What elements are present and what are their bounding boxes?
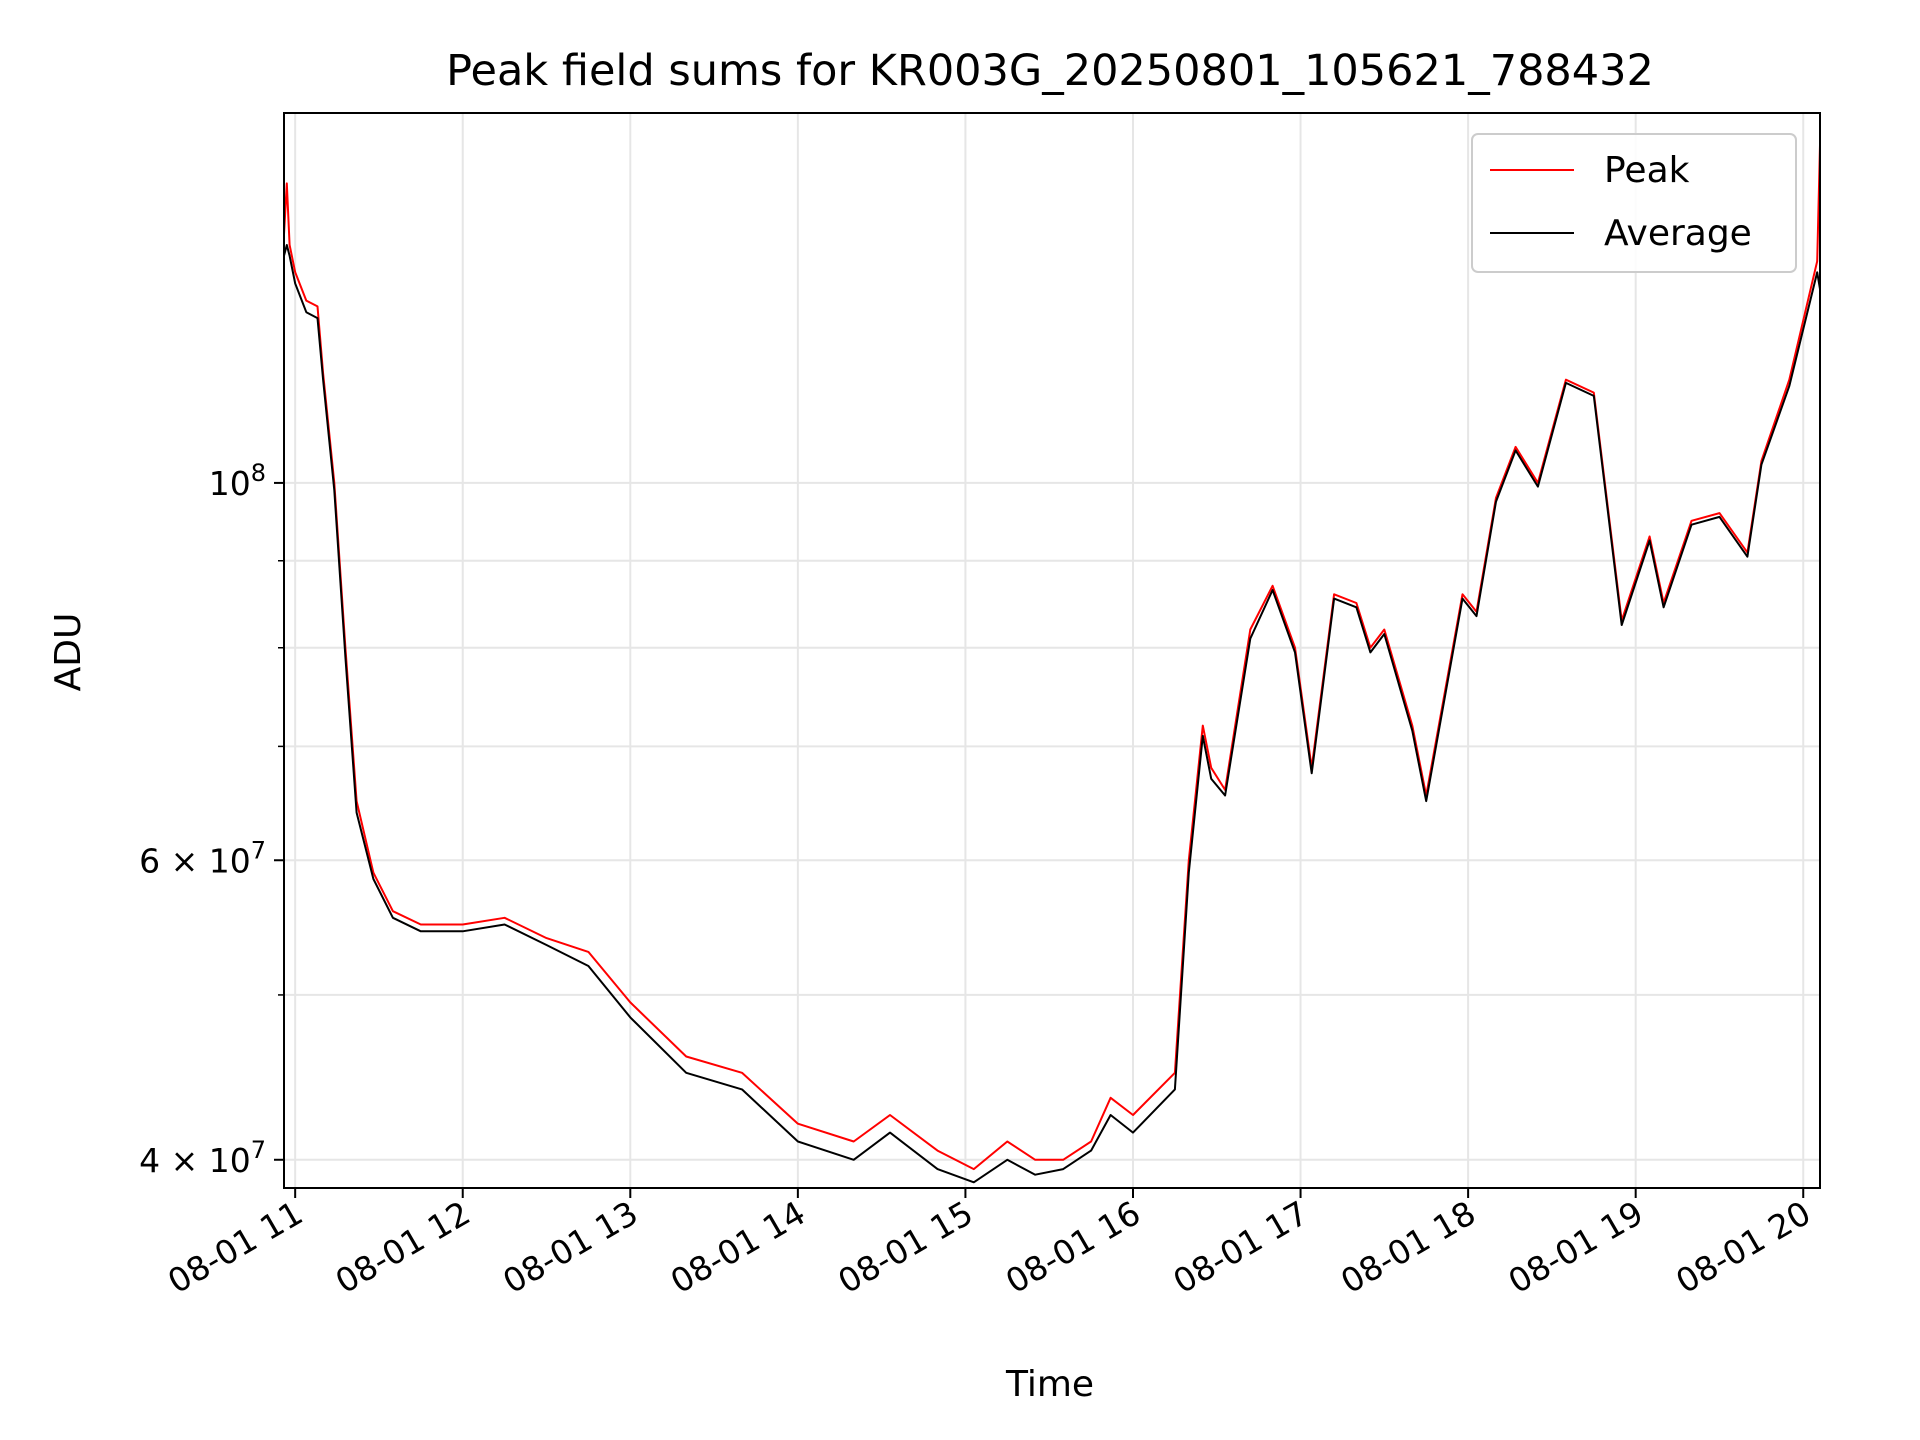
legend: Peak Average	[1471, 133, 1797, 273]
y-tick-label: 4 × 107	[139, 1136, 266, 1180]
series-group	[284, 144, 1820, 1184]
plot-area	[284, 144, 1820, 1184]
chart-title: Peak field sums for KR003G_20250801_1056…	[446, 46, 1654, 96]
legend-label-average: Average	[1604, 213, 1752, 254]
series-line-average	[284, 244, 1820, 1184]
legend-label-peak: Peak	[1604, 150, 1690, 191]
series-line-peak	[284, 144, 1820, 1171]
plot-frame	[283, 112, 1821, 1189]
y-axis: 4 × 107 6 × 107 108	[139, 459, 284, 1180]
y-axis-title: ADU	[48, 613, 89, 692]
y-tick-label: 6 × 107	[139, 836, 266, 880]
legend-box	[1471, 133, 1797, 273]
x-axis-title: Time	[1005, 1364, 1094, 1405]
y-tick-label: 108	[209, 459, 266, 503]
